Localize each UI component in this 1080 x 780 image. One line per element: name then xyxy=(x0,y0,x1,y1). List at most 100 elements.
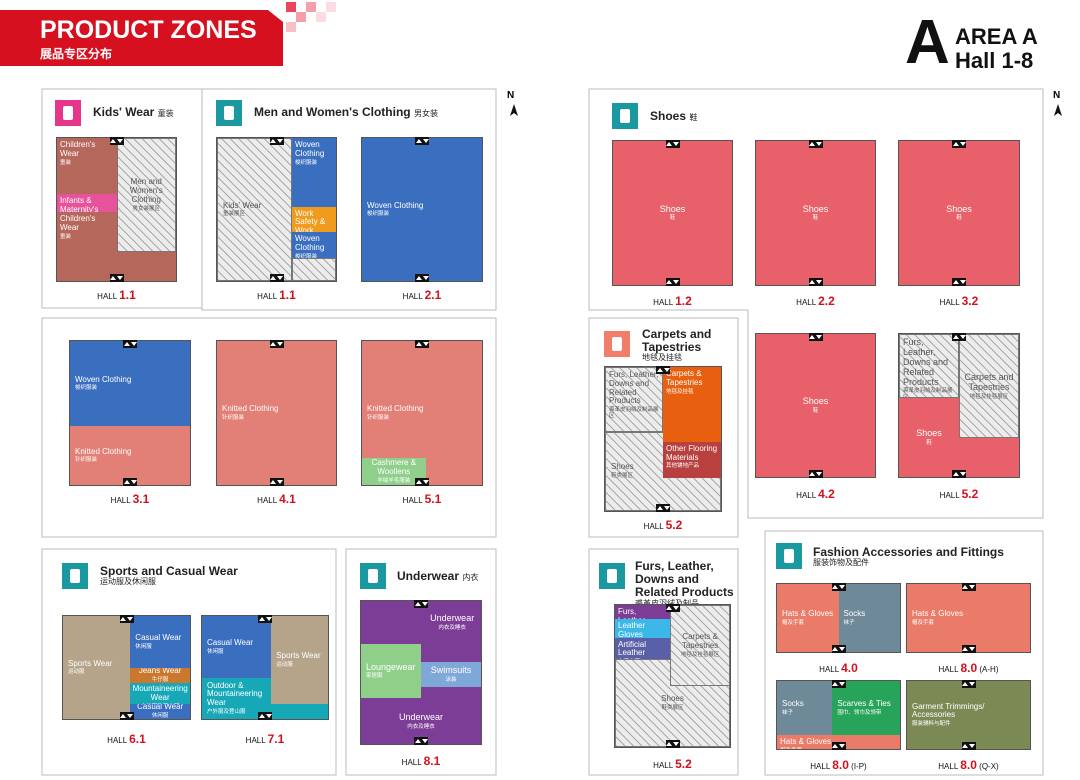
zone-label: Furs, Leather, Downs and Related Product… xyxy=(609,370,659,406)
panel-title: Carpets and Tapestries 地毯及挂毯 xyxy=(642,327,734,363)
arrow-up xyxy=(832,744,838,748)
zone-sublabel: 鞋类展区 xyxy=(661,704,684,711)
arrow-down xyxy=(277,276,283,280)
hall-label: HALL 4.0 xyxy=(819,661,858,675)
entrance-marker xyxy=(831,583,846,591)
zone-sublabel: 运动服 xyxy=(276,661,293,668)
panel-icon xyxy=(604,331,630,357)
zone-label: Scarves & Ties xyxy=(837,699,891,709)
zone: Carpets & Tapestries 地毯及挂毯展区 xyxy=(670,605,730,686)
zone-label: Woven Clothing xyxy=(294,234,325,253)
arrow-down xyxy=(673,142,679,146)
arrow-down xyxy=(663,506,670,510)
arrow-up xyxy=(666,606,672,610)
entrance-marker xyxy=(269,137,284,145)
zone-label: Children's Wear xyxy=(60,140,96,158)
arrow-down xyxy=(117,139,123,143)
panel-outlines xyxy=(41,88,1044,776)
header-title: PRODUCT ZONES xyxy=(40,16,257,44)
arrow-down xyxy=(421,602,428,606)
hall: Hats & Gloves 帽及手套 xyxy=(906,583,1031,653)
entrance-marker xyxy=(808,333,823,341)
arrow-up xyxy=(832,647,838,651)
hall: Casual Wear 休闲服 Sports Wear 运动服 Outdoor & Mo… xyxy=(201,615,329,720)
panel-title-text: Furs, Leather, Downs and Related Product… xyxy=(635,559,734,600)
arrow-up xyxy=(962,585,968,589)
hall-label: HALL 1.1 xyxy=(257,288,296,302)
zone-sublabel: 羊绒羊毛服装 xyxy=(377,477,411,484)
zone-fill xyxy=(116,252,176,281)
entrance-marker xyxy=(414,600,428,608)
arrow-up xyxy=(656,506,663,510)
arrow-up xyxy=(120,617,126,621)
hall-number: 2.2 xyxy=(818,294,835,308)
zone-fill xyxy=(959,438,1019,477)
hall-number: 5.2 xyxy=(675,757,692,771)
hall-number: 3.2 xyxy=(961,294,979,308)
arrow-down xyxy=(663,368,670,372)
panel-icon xyxy=(55,100,81,126)
zone-label: Shoes xyxy=(802,396,829,407)
zone-sublabel: 牛仔服 xyxy=(151,677,169,683)
arrow-up xyxy=(962,682,968,686)
arrow-down xyxy=(265,617,272,621)
entrance-marker xyxy=(961,583,976,591)
arrow-up xyxy=(809,335,815,339)
zone-label: Men and Women's Clothing xyxy=(129,177,163,205)
zone: Underwear 内衣及睡衣 xyxy=(423,601,481,644)
zone-label: Woven Clothing xyxy=(294,140,325,158)
entrance-marker xyxy=(119,712,134,720)
hall-suffix: (Q-X) xyxy=(979,762,999,771)
zone-label: Shoes xyxy=(916,428,942,439)
icon-glyph xyxy=(63,106,73,120)
arrow-up xyxy=(666,142,672,146)
hall-word: HALL xyxy=(107,736,127,745)
panel-title: Men and Women's Clothing 男女装 xyxy=(254,105,484,119)
hall-label: HALL 2.1 xyxy=(403,288,442,302)
entrance-marker xyxy=(831,645,846,653)
arrow-down xyxy=(839,682,845,686)
arrow-up xyxy=(962,744,968,748)
zone-sublabel: 服装辅料与配件 xyxy=(912,721,951,728)
arrow-down xyxy=(673,742,679,746)
arrow-down xyxy=(839,647,845,651)
entrance-marker xyxy=(414,737,428,745)
zone-label: Socks xyxy=(843,609,866,619)
hall-number: 8.1 xyxy=(423,754,441,768)
panel-icon xyxy=(612,103,638,129)
zone-label: Underwear xyxy=(398,711,444,722)
zone: Kids' Wear 童装展区 xyxy=(217,138,292,281)
zone: Garment Trimmings/ Accessories 服装辅料与配件 xyxy=(907,681,1030,749)
entrance-marker xyxy=(123,340,137,348)
panel-title: Sports and Casual Wear 运动服及休闲服 xyxy=(100,564,320,587)
zone-label: Infants & Maternity's Wear xyxy=(60,195,99,213)
panel-title-text: Underwear xyxy=(397,569,460,583)
zone: Infants & Maternity's Wear婴儿及孕妇服装 xyxy=(57,193,117,213)
hall-label: HALL 3.2 xyxy=(940,294,979,308)
zone: Woven Clothing 梭织服装 xyxy=(291,138,336,207)
zone-label: Shoes xyxy=(611,462,634,472)
hall: Underwear 内衣及睡衣 Loungewear 家居服 Swimsuits 泳装 Un… xyxy=(360,600,482,745)
hall: Children's Wear 童装 Men and Women's Clothin… xyxy=(56,137,177,282)
hall-label: HALL 8.0 (I-P) xyxy=(810,758,866,772)
hall-number: 7.1 xyxy=(267,732,285,746)
hall-word: HALL xyxy=(653,761,673,770)
hall-label: HALL 5.2 xyxy=(940,487,979,501)
zone-sublabel: 童装 xyxy=(60,233,72,240)
zone: Shoes 鞋 xyxy=(899,398,959,477)
zone: Children's Wear 童装 xyxy=(57,212,117,281)
hall-word: HALL xyxy=(245,736,266,745)
arrow-up xyxy=(414,602,421,606)
hall-number: 4.1 xyxy=(279,492,296,506)
entrance-marker xyxy=(952,140,966,148)
zone-fill xyxy=(271,703,328,719)
compass-n: N xyxy=(507,90,515,101)
zone: Shoes 鞋 xyxy=(756,141,875,285)
hall-number: 1.2 xyxy=(675,294,692,308)
icon-glyph xyxy=(368,569,378,583)
zone-label: Artificial Leather xyxy=(618,639,647,658)
hall-number: 8.0 xyxy=(960,661,978,675)
arrow-up xyxy=(415,342,422,346)
zone-sublabel: 内衣及睡衣 xyxy=(407,723,435,730)
